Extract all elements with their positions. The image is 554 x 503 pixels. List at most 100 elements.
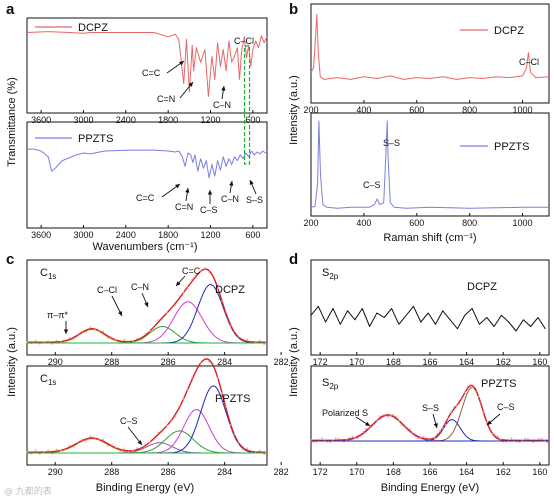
s2p-raw-point-ppzts (461, 398, 463, 401)
c1s-raw-point-dcpz (110, 336, 113, 339)
raman-annot-cs: C–S (363, 180, 381, 190)
s2p-raw-point-ppzts (414, 435, 417, 438)
c1s-raw-point-ppzts (229, 424, 232, 427)
ftir-x-tick-label: 3600 (31, 230, 51, 240)
c1s-raw-point-dcpz (72, 338, 75, 340)
c1s-orbital-label-dcpz: C1s (40, 267, 56, 281)
c1s-raw-point-dcpz (81, 330, 83, 333)
c1s-raw-point-dcpz (170, 306, 172, 309)
c1s-sample-label-ppzts: PPZTS (215, 393, 250, 405)
s2p-x-tick-label: 172 (313, 357, 328, 367)
s2p-raw-point-ppzts (441, 427, 444, 430)
c1s-raw-point-dcpz (93, 329, 96, 331)
c1s-x-tick-label: 290 (48, 357, 63, 367)
ftir-dcpz-legend-label: DCPZ (78, 22, 108, 34)
raman-x-tick-label: 600 (409, 218, 424, 228)
c1s-raw-point-dcpz (64, 340, 66, 343)
s2p-raw-point-ppzts (480, 402, 483, 404)
s2p-raw-point-ppzts (378, 415, 381, 418)
s2p-annot-cs-arrowhead (487, 420, 492, 425)
s2p-raw-point-ppzts (359, 435, 362, 438)
ftir-annot-dcpz-cc: C=C (142, 68, 161, 78)
s2p-raw-point-ppzts (406, 426, 408, 429)
c1s-raw-point-ppzts (76, 441, 79, 444)
s2p-x2-tick-label: 172 (313, 467, 328, 477)
ftir-box-ppzts (26, 121, 268, 229)
raman-dcpz-legend-label: DCPZ (494, 25, 524, 37)
s2p-raw-point-ppzts (321, 437, 323, 440)
s2p-x-tick-label: 164 (459, 357, 474, 367)
c1s-annot-cc-arrowhead (176, 281, 181, 286)
s2p-x2-tick-label: 164 (459, 467, 474, 477)
ftir-x-tick-label: 1800 (158, 115, 178, 125)
raman-x-axis-label: Raman shift (cm⁻¹) (383, 232, 476, 244)
c1s-raw-point-ppzts (106, 444, 109, 447)
s2p-x2-tick-label: 162 (496, 467, 511, 477)
c1s-raw-point-dcpz (55, 339, 58, 342)
ftir-annot-dcpz-cn: C=N (157, 94, 175, 104)
c1s-raw-point-ppzts (85, 439, 88, 442)
c1s-raw-point-dcpz (51, 343, 54, 345)
c1s-raw-point-ppzts (153, 438, 156, 441)
s2p-raw-point-ppzts (389, 414, 392, 417)
c1s-raw-point-dcpz (187, 286, 189, 289)
s2p-y-axis-label: Intensity (a.u.) (288, 327, 300, 397)
s2p-raw-point-ppzts (469, 383, 472, 386)
s2p-raw-point-ppzts (494, 434, 496, 436)
s2p-raw-point-ppzts (510, 437, 513, 440)
c1s-raw-point-dcpz (246, 338, 249, 341)
c1s-raw-point-ppzts (165, 424, 168, 427)
s2p-x-tick-label: 170 (349, 357, 364, 367)
c1s-x-tick-label: 284 (217, 467, 232, 477)
c1s-raw-point-dcpz (43, 341, 45, 343)
s2p-x2-tick-label: 170 (349, 467, 364, 477)
s2p-raw-point-ppzts (403, 426, 406, 428)
s2p-raw-point-ppzts (507, 438, 510, 441)
s2p-raw-point-ppzts (367, 427, 370, 429)
s2p-raw-point-ppzts (439, 429, 441, 432)
s2p-raw-point-ppzts (532, 441, 535, 444)
c1s-raw-point-ppzts (43, 451, 45, 453)
c1s-raw-point-ppzts (144, 443, 147, 445)
ftir-annot-dcpz-c-n-arrowhead (221, 86, 226, 91)
raman-x-tick-label: 1000 (513, 218, 533, 228)
c1s-raw-point-dcpz (106, 336, 109, 339)
c1s-raw-point-ppzts (115, 446, 117, 449)
ftir-ppzts-legend-label: PPZTS (78, 133, 113, 145)
ftir-annot-ppzts-cn-arrowhead (185, 188, 190, 193)
c1s-raw-point-ppzts (110, 444, 113, 446)
ftir-x-tick-label: 1200 (201, 230, 221, 240)
c1s-annot-cc: C=C (182, 266, 201, 276)
raman-box-dcpz (310, 3, 550, 104)
c1s-annot-cs: C–S (120, 416, 138, 426)
s2p-x-tick-label: 166 (422, 357, 437, 367)
s2p-sample-label-ppzts: PPZTS (481, 378, 516, 390)
s2p-raw-point-ppzts (450, 410, 452, 413)
s2p-raw-point-ppzts (447, 417, 450, 420)
c1s-raw-point-ppzts (191, 376, 194, 379)
c1s-component-ppzts-3 (27, 409, 266, 454)
c1s-raw-point-ppzts (98, 439, 100, 441)
watermark: @ 九都的表 (4, 487, 52, 497)
s2p-raw-point-ppzts (334, 437, 337, 440)
s2p-raw-point-ppzts (417, 437, 419, 439)
c1s-x-tick-label: 284 (217, 357, 232, 367)
c1s-raw-point-ppzts (68, 444, 71, 447)
ftir-annot-ppzts-cs-arrowhead (207, 190, 213, 195)
c1s-raw-point-dcpz (47, 340, 50, 342)
c1s-raw-point-dcpz (34, 339, 37, 342)
s2p-raw-point-ppzts (444, 423, 447, 426)
c1s-raw-point-dcpz (220, 300, 223, 302)
c1s-raw-point-dcpz (263, 343, 266, 345)
s2p-raw-point-ppzts (546, 441, 549, 444)
s2p-raw-point-ppzts (387, 416, 389, 418)
s2p-raw-point-ppzts (485, 421, 488, 424)
c1s-x-tick-label: 282 (274, 357, 289, 367)
ftir-x-tick-label: 2400 (116, 115, 136, 125)
s2p-raw-point-ppzts (474, 390, 477, 393)
c1s-raw-point-ppzts (119, 450, 122, 452)
c1s-raw-point-ppzts (204, 357, 206, 360)
c1s-raw-point-dcpz (229, 325, 232, 327)
ftir-x-tick-label: 3000 (73, 115, 93, 125)
s2p-x-tick-label: 168 (386, 357, 401, 367)
